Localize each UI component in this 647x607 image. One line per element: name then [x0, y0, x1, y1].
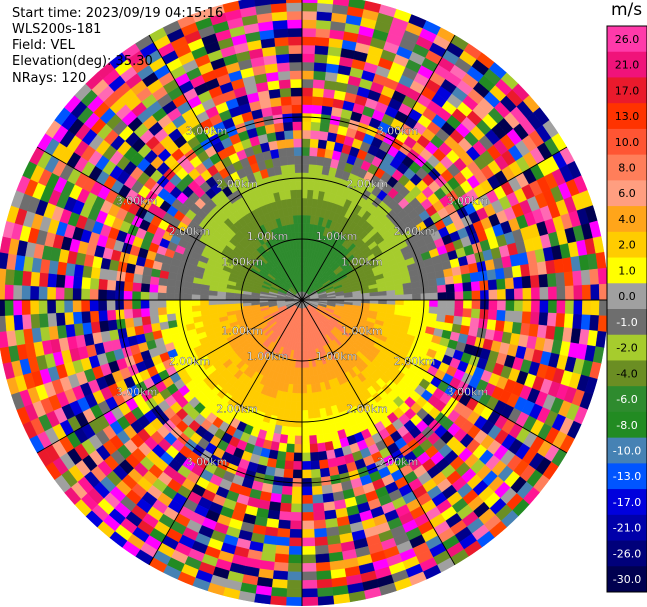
nrays-label: NRays: 120	[12, 71, 87, 86]
colorbar-tick-label: 4.0	[618, 213, 636, 226]
colorbar-tick-label: -1.0	[616, 316, 637, 329]
colorbar-tick-label: 21.0	[615, 59, 640, 72]
range-gate	[332, 0, 351, 7]
colorbar-tick-label: 17.0	[615, 84, 640, 97]
colorbar-tick-label: 2.0	[618, 239, 636, 252]
colorbar-tick-label: -13.0	[613, 470, 641, 483]
colorbar-tick-label: 26.0	[615, 33, 640, 46]
colorbar-tick-label: 8.0	[618, 162, 636, 175]
colorbar-tick-label: 13.0	[615, 110, 640, 123]
colorbar-tick-label: -10.0	[613, 445, 641, 458]
range-gate	[301, 0, 319, 4]
colorbar-tick-label: 0.0	[618, 290, 636, 303]
colorbar-tick-label: -6.0	[616, 393, 637, 406]
start-time-label: Start time: 2023/09/19 04:15:16	[12, 6, 224, 21]
colorbar-unit-label: m/s	[611, 0, 643, 20]
colorbar-tick-label: 1.0	[618, 264, 636, 277]
range-gate	[317, 0, 335, 5]
elevation-label: Elevation(deg): 35.30	[12, 54, 153, 69]
colorbar-tick-label: -21.0	[613, 522, 641, 535]
instrument-label: WLS200s-181	[12, 22, 102, 37]
field-label: Field: VEL	[12, 38, 75, 53]
colorbar-tick-label: -30.0	[613, 573, 641, 586]
colorbar-tick-label: -4.0	[616, 367, 637, 380]
colorbar-tick-label: -2.0	[616, 342, 637, 355]
colorbar-tick-label: -17.0	[613, 496, 641, 509]
colorbar-tick-label: -26.0	[613, 547, 641, 560]
colorbar-tick-label: 10.0	[615, 136, 640, 149]
colorbar-tick-label: 6.0	[618, 187, 636, 200]
colorbar-tick-label: -8.0	[616, 419, 637, 432]
